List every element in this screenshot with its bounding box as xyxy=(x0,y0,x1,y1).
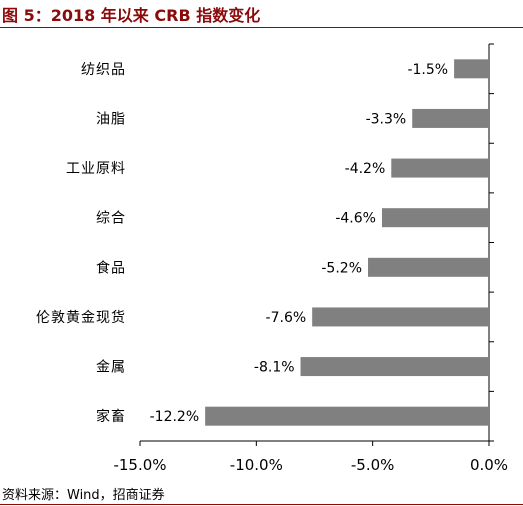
category-label: 工业原料 xyxy=(66,161,126,177)
data-label: -7.6% xyxy=(266,310,307,326)
data-label: -4.2% xyxy=(345,161,386,177)
category-label: 纺织品 xyxy=(81,62,126,78)
data-label: -8.1% xyxy=(254,360,295,376)
category-label: 油脂 xyxy=(96,111,126,127)
bar xyxy=(391,158,489,178)
data-label: -12.2% xyxy=(150,409,200,425)
category-label: 伦敦黄金现货 xyxy=(36,309,126,326)
data-label: -5.2% xyxy=(321,260,362,276)
x-tick-label: -15.0% xyxy=(113,456,166,474)
category-label: 家畜 xyxy=(96,408,126,425)
x-tick-label: -5.0% xyxy=(351,456,395,474)
category-label: 食品 xyxy=(96,259,126,276)
data-label: -3.3% xyxy=(366,111,407,127)
x-tick-label: -10.0% xyxy=(230,456,283,474)
bar xyxy=(300,357,489,377)
category-label: 综合 xyxy=(96,211,126,227)
bar xyxy=(312,307,489,327)
title-divider xyxy=(0,27,523,28)
data-label: -1.5% xyxy=(407,62,448,78)
bar xyxy=(381,208,489,228)
data-label: -4.6% xyxy=(335,211,376,227)
source-note: 资料来源：Wind，招商证券 xyxy=(2,488,165,503)
figure-title: 图 5：2018 年以来 CRB 指数变化 xyxy=(2,6,261,25)
bar xyxy=(454,59,489,79)
bar xyxy=(412,108,489,128)
category-label: 金属 xyxy=(96,360,126,376)
bottom-divider xyxy=(0,504,523,505)
x-tick-label: 0.0% xyxy=(470,456,508,474)
bar xyxy=(205,406,489,426)
bar xyxy=(368,257,489,277)
